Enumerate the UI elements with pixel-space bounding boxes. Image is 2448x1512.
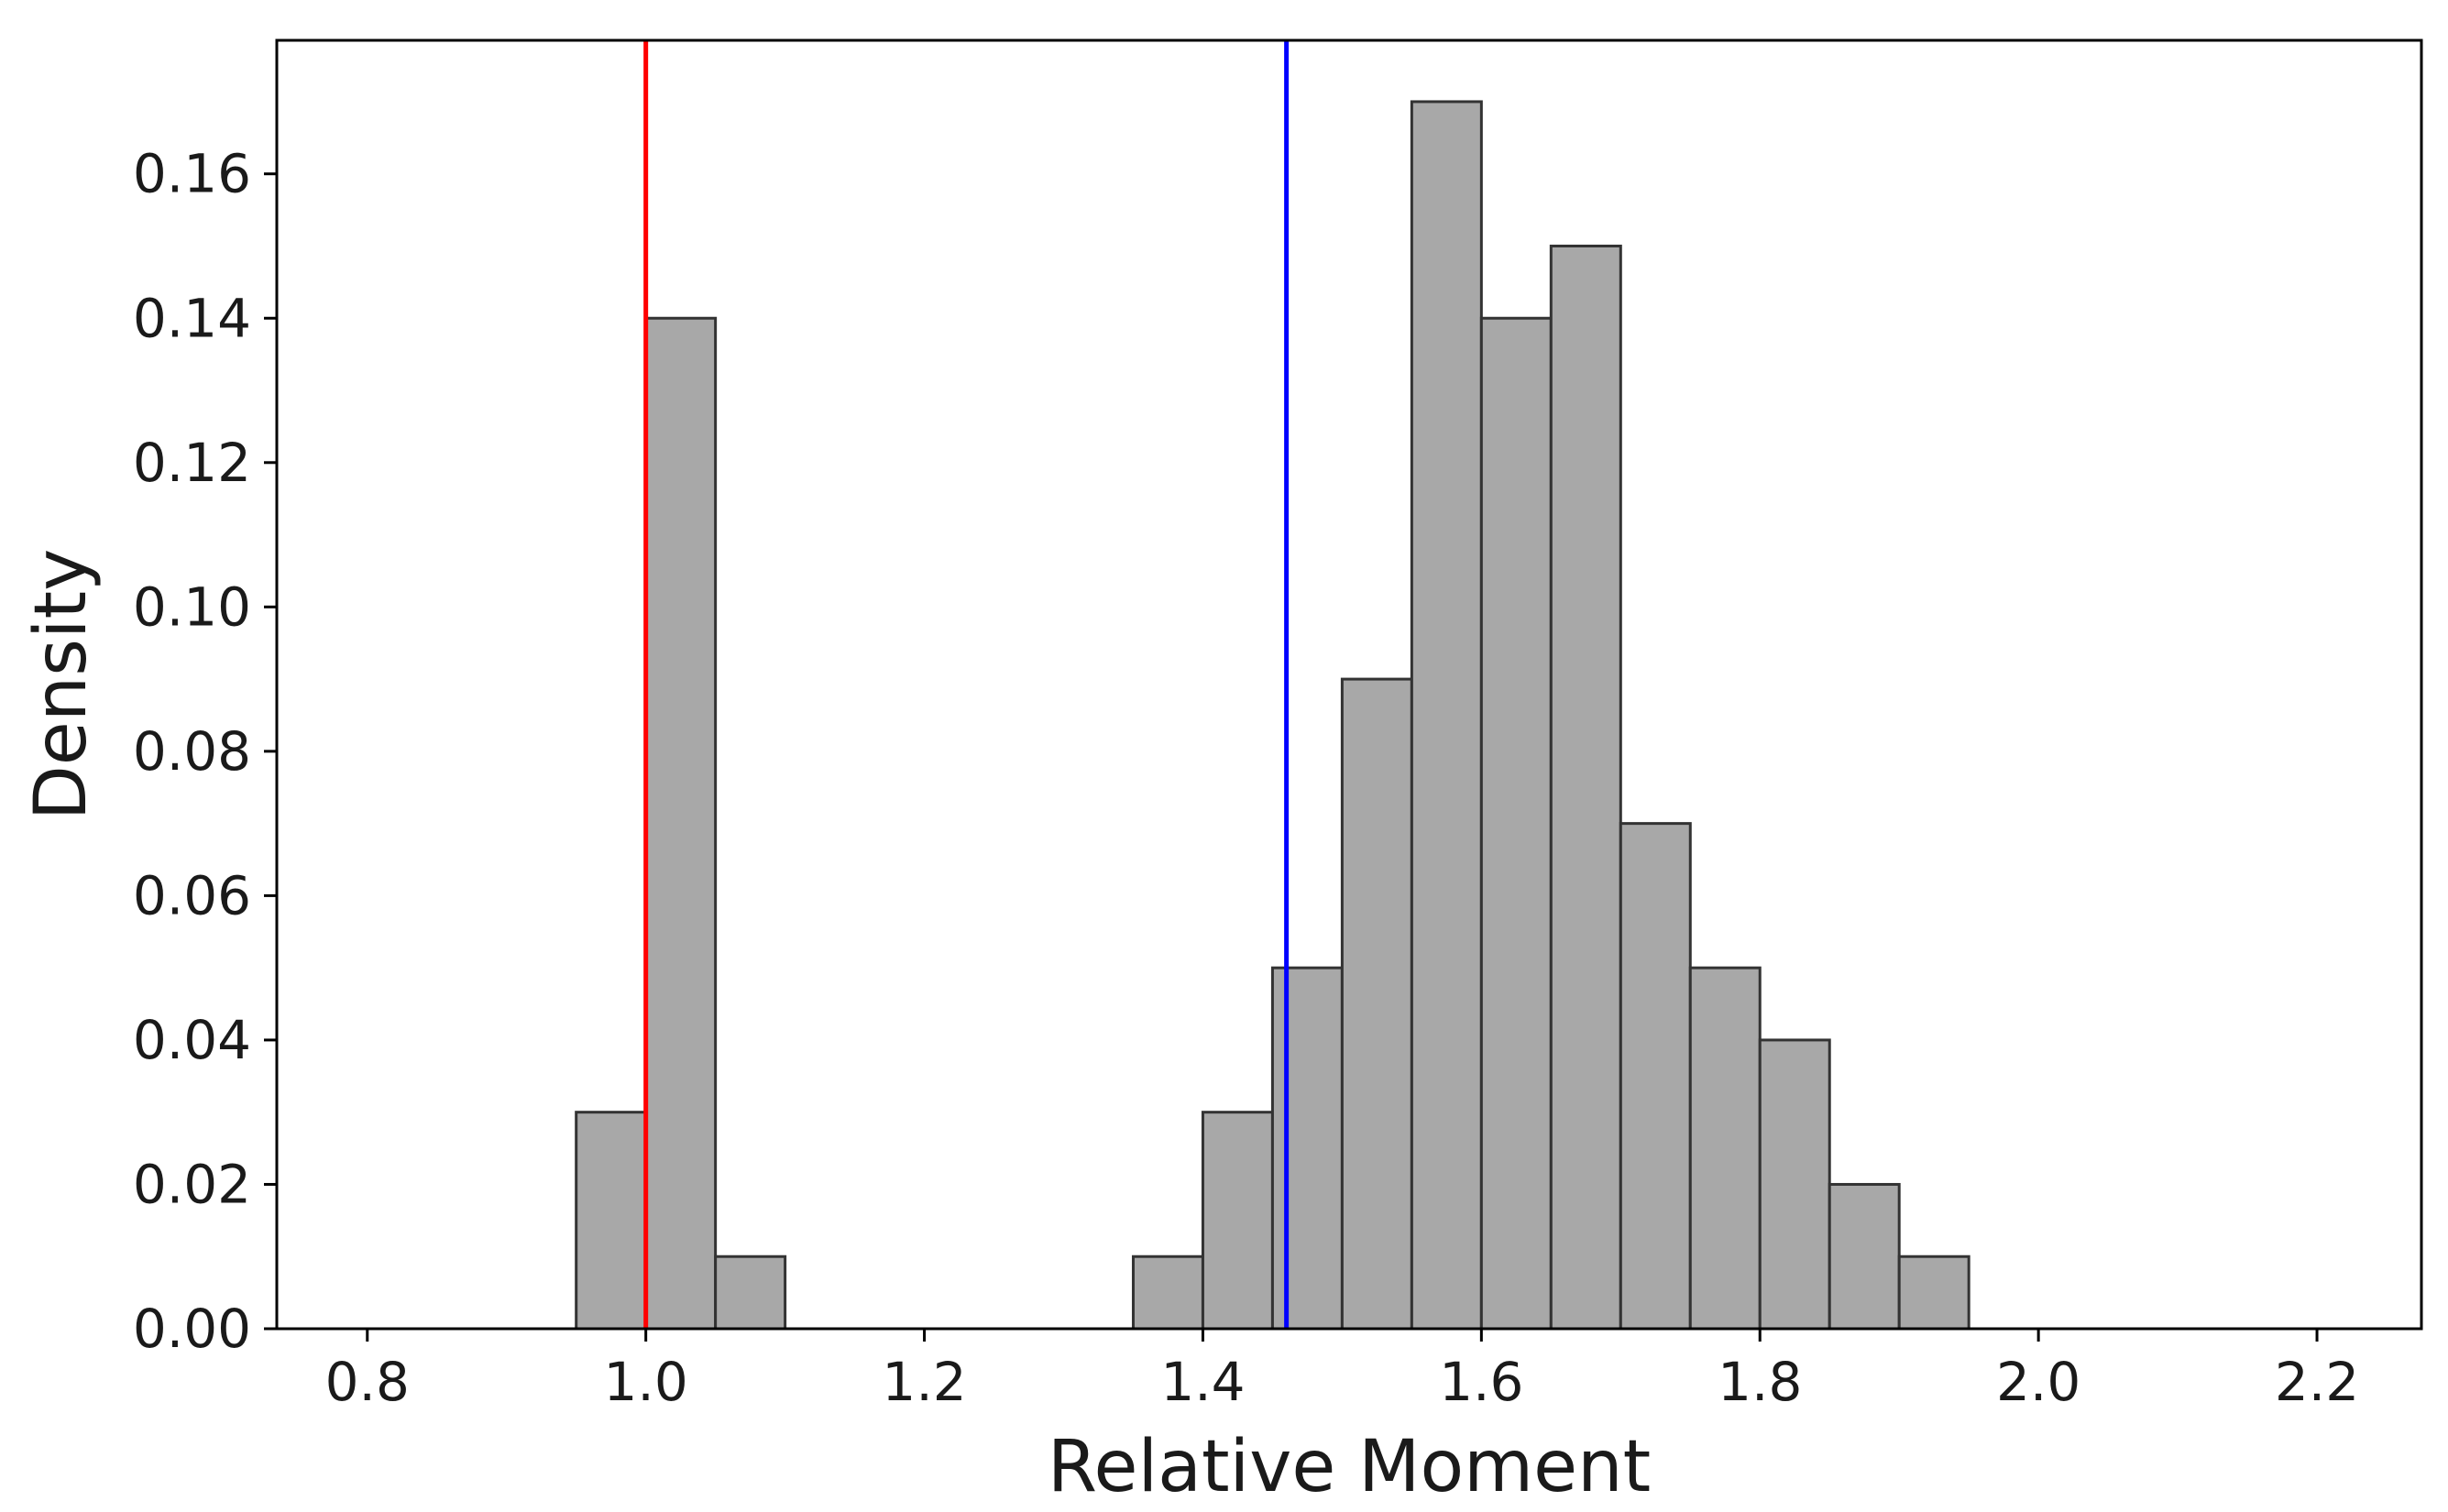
y-tick-label: 0.08 [133, 720, 251, 783]
histogram-bar [1131, 1255, 1204, 1331]
y-axis-ticks: 0.00 0.02 0.04 0.06 0.08 0.10 0.12 0.14 0.16 [133, 143, 277, 1360]
histogram-bar [1340, 677, 1413, 1331]
histogram-bar [714, 1255, 787, 1331]
reference-lines [643, 40, 1290, 1329]
y-tick-label: 0.04 [133, 1009, 251, 1071]
y-tick-label: 0.14 [133, 287, 251, 349]
histogram-bars [575, 100, 1970, 1331]
histogram-bar [1688, 966, 1762, 1331]
histogram-bar [1270, 966, 1344, 1331]
histogram-bar [575, 1111, 648, 1331]
y-tick-label: 0.10 [133, 575, 251, 638]
y-tick-label: 0.12 [133, 432, 251, 494]
histogram-bar [1897, 1255, 1970, 1331]
x-tick-label: 0.8 [325, 1351, 410, 1413]
y-tick-label: 0.00 [133, 1298, 251, 1360]
x-tick-label: 2.2 [2275, 1351, 2359, 1413]
x-tick-label: 1.4 [1160, 1351, 1245, 1413]
histogram-bar [1201, 1111, 1274, 1331]
x-tick-label: 1.6 [1439, 1351, 1523, 1413]
histogram-bar [1758, 1038, 1831, 1331]
histogram-bar [1479, 316, 1553, 1331]
histogram-bar [1619, 822, 1692, 1331]
histogram-bar [644, 316, 718, 1331]
histogram-bar [1410, 100, 1483, 1331]
histogram-bar [1828, 1182, 1901, 1331]
y-tick-label: 0.02 [133, 1153, 251, 1215]
x-tick-label: 1.0 [604, 1351, 688, 1413]
y-tick-label: 0.06 [133, 864, 251, 926]
histogram-bar [1549, 244, 1622, 1331]
y-tick-label: 0.16 [133, 143, 251, 205]
x-axis-ticks: 0.8 1.0 1.2 1.4 1.6 1.8 2.0 2.2 [325, 1329, 2359, 1413]
x-tick-label: 2.0 [1996, 1351, 2080, 1413]
y-axis-label: Density [20, 549, 103, 821]
x-tick-label: 1.8 [1718, 1351, 1802, 1413]
x-axis-label: Relative Moment [1048, 1426, 1651, 1508]
x-tick-label: 1.2 [882, 1351, 966, 1413]
plot-frame [275, 38, 2423, 1331]
